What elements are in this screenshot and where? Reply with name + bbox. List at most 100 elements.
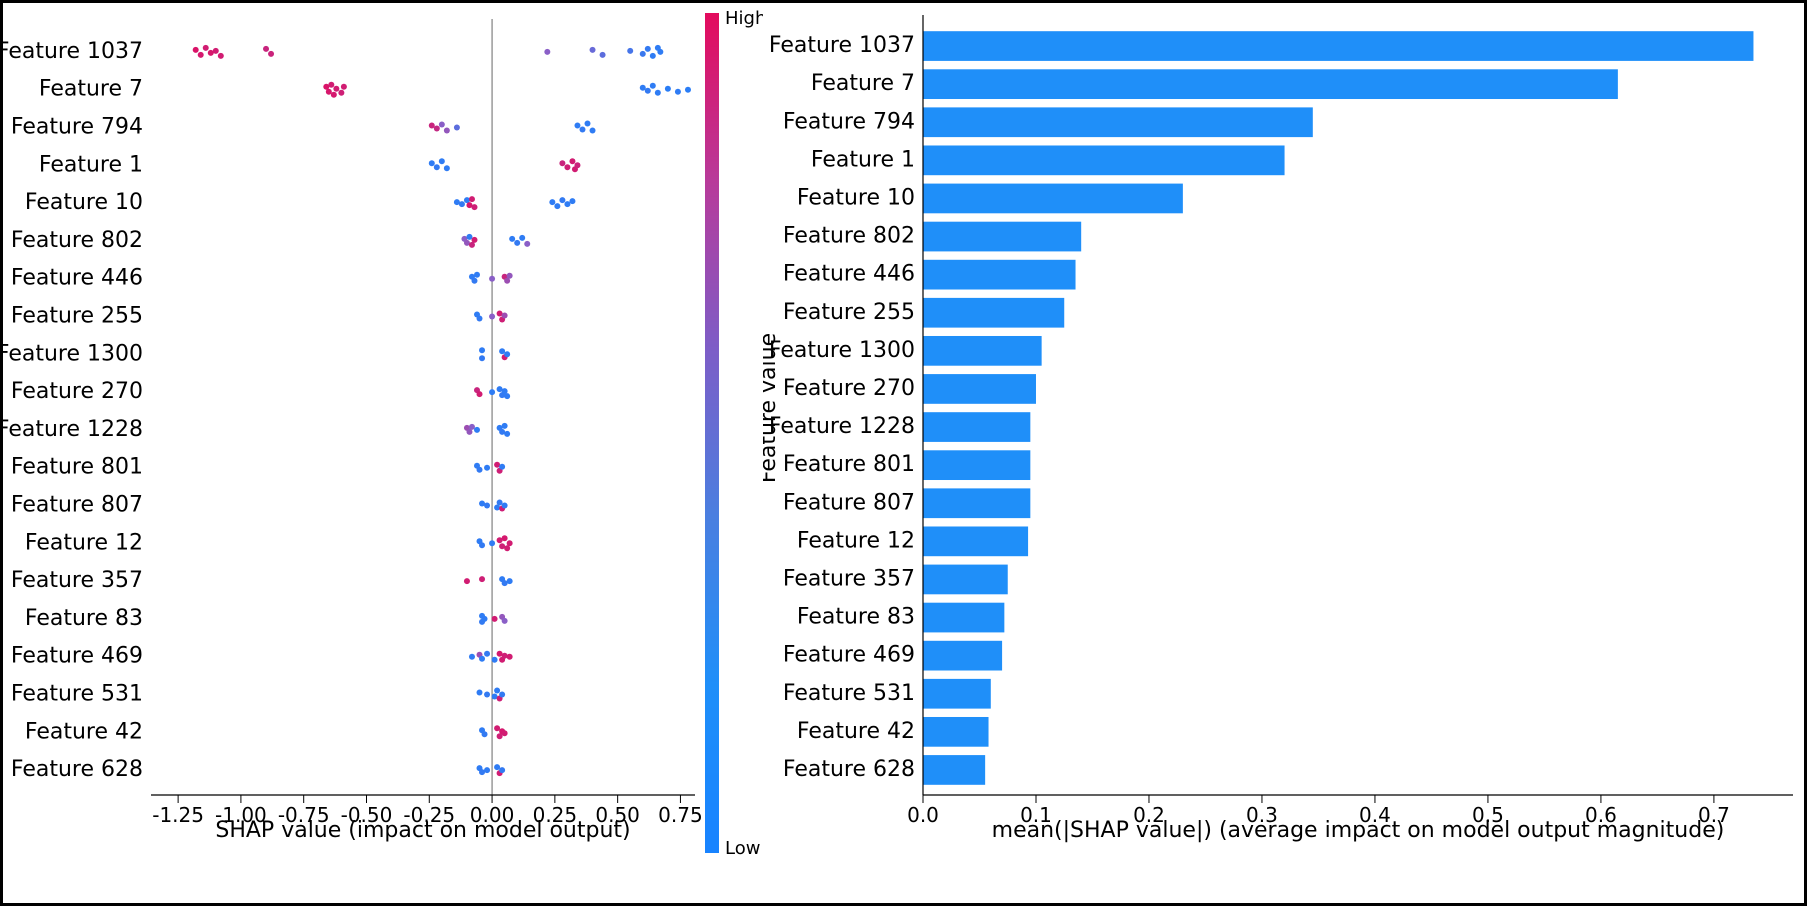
bar — [923, 488, 1030, 518]
shap-dot — [479, 576, 485, 582]
colorbar — [705, 13, 719, 853]
x-tick-label: 0.75 — [658, 803, 703, 827]
shap-dot — [499, 692, 505, 698]
shap-dot — [554, 203, 560, 209]
feature-label: Feature 83 — [25, 606, 143, 631]
shap-dot — [504, 351, 510, 357]
bar — [923, 298, 1064, 328]
shap-dot — [474, 427, 480, 433]
shap-dot — [574, 123, 580, 129]
bar — [923, 184, 1183, 214]
shap-dot — [331, 92, 337, 98]
shap-dot — [471, 237, 477, 243]
y-axis-label: Feature value — [763, 333, 781, 483]
shap-dot — [502, 503, 508, 509]
shap-dot — [459, 201, 465, 207]
x-tick-label: -1.25 — [152, 803, 204, 827]
shap-dot — [502, 653, 508, 659]
shap-dot — [499, 348, 505, 354]
bar — [923, 526, 1028, 556]
shap-dot — [464, 578, 470, 584]
shap-dot — [193, 47, 199, 53]
shap-dot — [569, 158, 575, 164]
shap-dot — [338, 90, 344, 96]
shap-dot — [569, 198, 575, 204]
feature-label: Feature 357 — [783, 566, 915, 591]
feature-label: Feature 1300 — [769, 338, 915, 363]
shap-dot — [439, 122, 445, 128]
shap-dot — [479, 542, 485, 548]
shap-dot — [484, 465, 490, 471]
shap-dot — [564, 201, 570, 207]
shap-dot — [474, 272, 480, 278]
bar — [923, 641, 1002, 671]
shap-dot — [574, 162, 580, 168]
feature-label: Feature 1228 — [3, 417, 143, 442]
shap-dot — [434, 126, 440, 132]
shap-dot — [499, 464, 505, 470]
shap-dot — [499, 767, 505, 773]
shap-dot — [489, 540, 495, 546]
shap-dot — [519, 235, 525, 241]
feature-label: Feature 270 — [783, 376, 915, 401]
shap-dot — [492, 657, 498, 663]
feature-label: Feature 7 — [811, 71, 915, 96]
feature-label: Feature 255 — [783, 300, 915, 325]
feature-label: Feature 469 — [783, 643, 915, 668]
feature-label: Feature 255 — [11, 304, 143, 329]
shap-dot — [484, 692, 490, 698]
feature-label: Feature 1 — [811, 147, 915, 172]
feature-label: Feature 83 — [797, 605, 915, 630]
bar — [923, 412, 1030, 442]
shap-dot — [477, 690, 483, 696]
shap-dot — [514, 240, 520, 246]
shap-dot — [454, 125, 460, 131]
shap-dot — [484, 651, 490, 657]
shap-dot — [640, 85, 646, 91]
shap-dot — [477, 316, 483, 322]
shap-dot — [484, 503, 490, 509]
shap-dot — [685, 87, 691, 93]
bar — [923, 107, 1313, 137]
shap-dot — [198, 52, 204, 58]
shap-dot — [590, 47, 596, 53]
shap-dot — [489, 276, 495, 282]
feature-label: Feature 1300 — [3, 341, 143, 366]
shap-dot — [497, 500, 503, 506]
shap-dot — [675, 89, 681, 95]
shap-dot — [444, 165, 450, 171]
shap-dot — [479, 355, 485, 361]
shap-dot — [203, 45, 209, 51]
bar — [923, 565, 1008, 595]
shap-dot — [434, 164, 440, 170]
feature-label: Feature 1 — [39, 152, 143, 177]
feature-label: Feature 801 — [11, 455, 143, 480]
shap-dot — [524, 241, 530, 247]
shap-dot — [507, 540, 513, 546]
feature-label: Feature 807 — [11, 493, 143, 518]
shap-dot — [477, 467, 483, 473]
shap-dot — [509, 236, 515, 242]
x-tick-label: 0.0 — [907, 803, 939, 827]
shap-dot — [504, 393, 510, 399]
shap-dot — [429, 160, 435, 166]
shap-dot — [650, 53, 656, 59]
shap-dot — [494, 764, 500, 770]
shap-summary-plot: Feature 1037Feature 7Feature 794Feature … — [3, 3, 763, 906]
bar — [923, 450, 1030, 480]
shap-dot — [579, 127, 585, 133]
feature-label: Feature 794 — [11, 115, 143, 140]
feature-label: Feature 1037 — [3, 39, 143, 64]
bar — [923, 603, 1004, 633]
shap-dot — [333, 86, 339, 92]
shap-dot — [650, 83, 656, 89]
shap-dot — [559, 160, 565, 166]
bar — [923, 755, 985, 785]
bar — [923, 260, 1076, 290]
feature-label: Feature 10 — [25, 190, 143, 215]
shap-dot — [341, 84, 347, 90]
shap-dot — [471, 204, 477, 210]
shap-dot — [469, 654, 475, 660]
bar — [923, 717, 989, 747]
bar — [923, 222, 1081, 252]
